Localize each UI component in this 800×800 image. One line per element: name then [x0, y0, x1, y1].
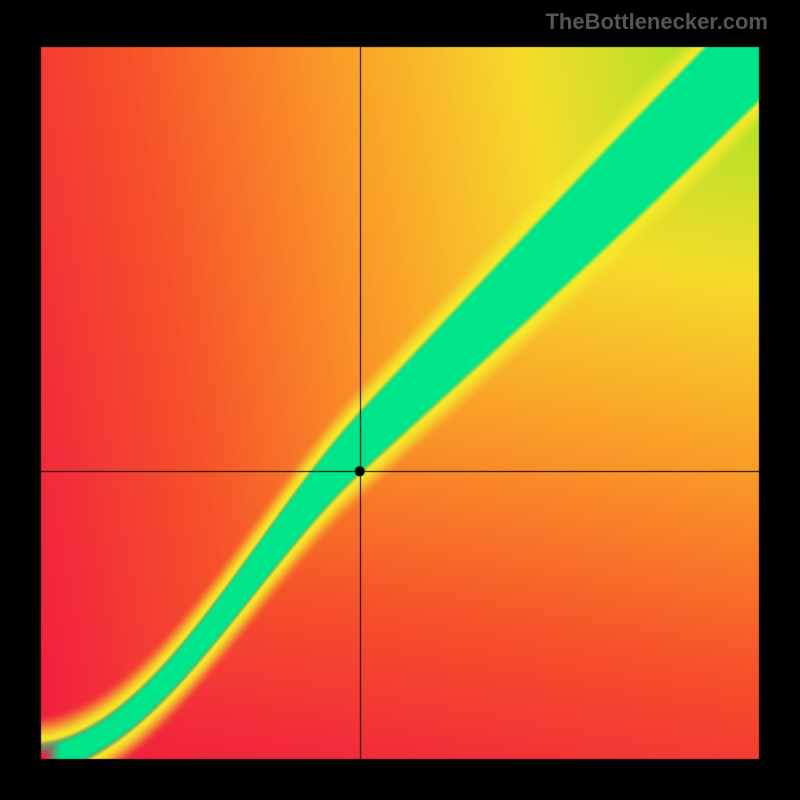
watermark-text: TheBottlenecker.com — [545, 9, 768, 35]
bottleneck-heatmap — [0, 0, 800, 800]
chart-container: TheBottlenecker.com — [0, 0, 800, 800]
